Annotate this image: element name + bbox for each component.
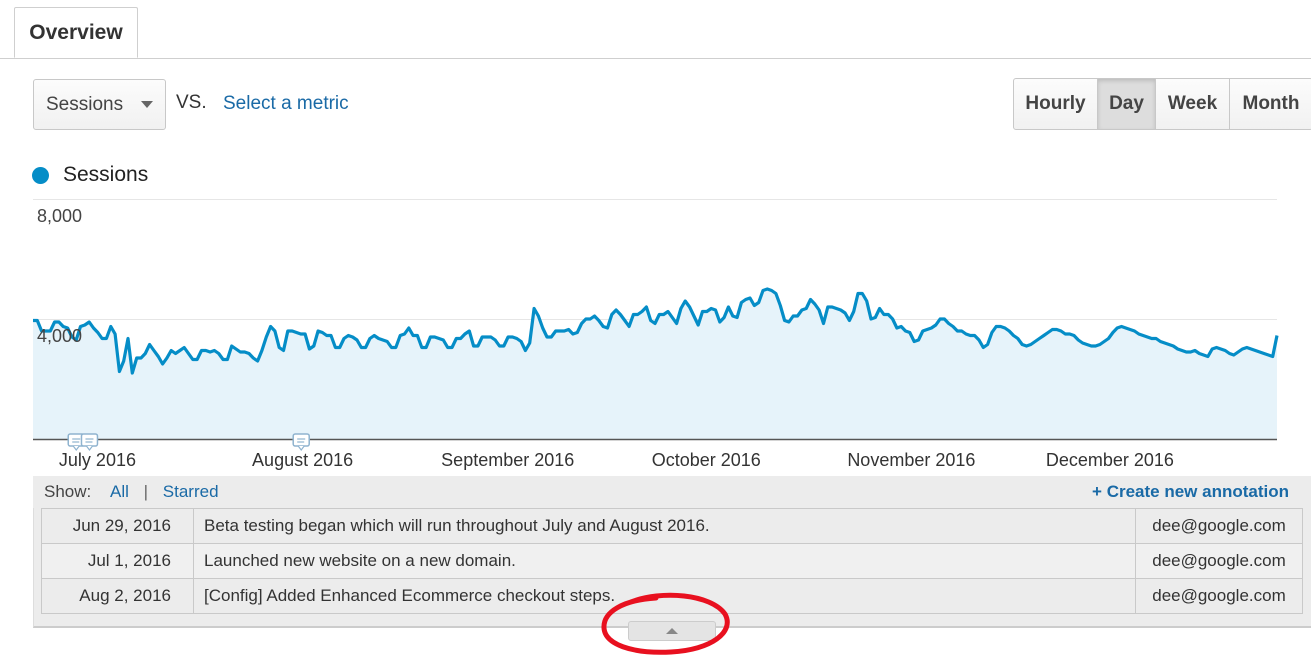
annotation-marker-icon[interactable]	[80, 433, 99, 451]
legend-dot-icon	[32, 166, 49, 184]
annotation-date: Jul 1, 2016	[41, 543, 194, 579]
create-annotation-link[interactable]: + Create new annotation	[1092, 482, 1289, 501]
sessions-line	[33, 287, 1279, 375]
x-tick-label: September 2016	[441, 450, 574, 470]
annotation-user: dee@google.com	[1135, 543, 1303, 579]
table-row[interactable]: Jun 29, 2016 Beta testing began which wi…	[41, 508, 1303, 544]
tab-bar: Overview	[0, 0, 1311, 59]
annotation-user: dee@google.com	[1135, 508, 1303, 544]
hourly-button[interactable]: Hourly	[1014, 79, 1098, 129]
collapse-annotations-button[interactable]	[628, 621, 716, 641]
annotation-filter: Show: All | Starred	[44, 482, 219, 502]
annotation-toolbar: Show: All | Starred + Create new annotat…	[33, 476, 1311, 508]
legend-label: Sessions	[63, 163, 149, 186]
sessions-chart: 8,000 4,000 July 2016 August 2016 September …	[33, 199, 1279, 470]
annotation-user: dee@google.com	[1135, 578, 1303, 614]
filter-separator: |	[143, 482, 149, 501]
x-tick-label: October 2016	[652, 450, 761, 470]
week-button[interactable]: Week	[1156, 79, 1230, 129]
annotation-date: Jun 29, 2016	[41, 508, 194, 544]
annotation-text: [Config] Added Enhanced Ecommerce checko…	[193, 578, 1136, 614]
select-metric-link[interactable]: Select a metric	[223, 93, 349, 114]
annotation-text: Beta testing began which will run throug…	[193, 508, 1136, 544]
table-row[interactable]: Jul 1, 2016 Launched new website on a ne…	[41, 543, 1303, 579]
day-button[interactable]: Day	[1098, 79, 1156, 129]
x-tick-label: July 2016	[59, 450, 136, 470]
month-button[interactable]: Month	[1242, 93, 1300, 114]
x-tick-label: November 2016	[847, 450, 975, 470]
vs-label: VS.	[176, 92, 207, 113]
tab-overview[interactable]: Overview	[14, 7, 138, 58]
annotation-date: Aug 2, 2016	[41, 578, 194, 614]
chart-legend: Sessions	[32, 163, 148, 187]
y-tick-label: 4,000	[37, 326, 82, 346]
show-label: Show:	[44, 482, 92, 501]
granularity-selector: Hourly Day Week Month	[1013, 78, 1311, 130]
x-tick-label: August 2016	[252, 450, 353, 470]
filter-all-link[interactable]: All	[109, 482, 129, 501]
annotation-table: Jun 29, 2016 Beta testing began which wi…	[41, 508, 1303, 614]
metric-dropdown-value: Sessions	[46, 93, 124, 115]
table-row[interactable]: Aug 2, 2016 [Config] Added Enhanced Ecom…	[41, 578, 1303, 614]
chevron-up-icon	[666, 628, 678, 634]
annotation-marker-icon[interactable]	[292, 433, 310, 451]
filter-starred-link[interactable]: Starred	[162, 482, 219, 501]
sessions-area	[33, 289, 1277, 439]
metric-dropdown[interactable]: Sessions	[33, 79, 166, 130]
x-tick-label: December 2016	[1046, 450, 1174, 470]
y-tick-label: 8,000	[37, 206, 82, 226]
chevron-down-icon	[141, 101, 153, 108]
annotation-text: Launched new website on a new domain.	[193, 543, 1136, 579]
